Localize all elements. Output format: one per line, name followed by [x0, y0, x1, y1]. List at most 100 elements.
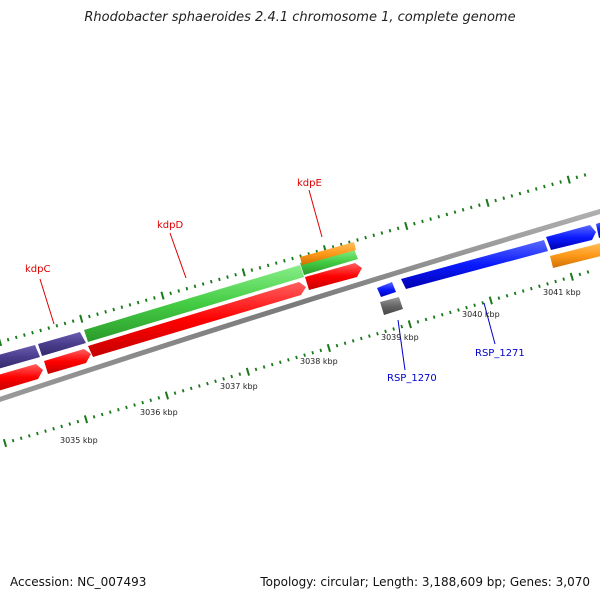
gene-purple-2[interactable] — [38, 332, 86, 356]
leader-kdpD — [169, 232, 187, 279]
label-RSP_1270: RSP_1270 — [387, 373, 437, 384]
gene-orange-2[interactable] — [550, 242, 600, 268]
gene-purple-1[interactable] — [0, 345, 40, 369]
gene-red-2[interactable] — [44, 349, 91, 374]
upper-row-minor-tick — [104, 310, 107, 314]
upper-row-minor-tick — [502, 196, 506, 200]
upper-row-major-tick — [566, 175, 571, 184]
lower-row-minor-tick — [133, 403, 136, 407]
gene-blue-4[interactable] — [596, 221, 600, 238]
lower-row-minor-tick — [359, 336, 363, 341]
upper-row-minor-tick — [201, 282, 205, 286]
upper-row-minor-tick — [494, 198, 497, 203]
lower-row-minor-tick — [513, 291, 517, 296]
upper-row-minor-tick — [226, 275, 229, 279]
upper-row-minor-tick — [445, 212, 449, 217]
lower-row-minor-tick — [416, 320, 420, 324]
lower-tick-row — [2, 270, 590, 448]
lower-row-major-tick — [326, 343, 331, 353]
upper-row-major-tick — [241, 268, 246, 277]
lower-row-minor-tick — [278, 360, 282, 365]
lower-row-major-tick — [83, 415, 89, 424]
lower-row-minor-tick — [27, 434, 31, 438]
lower-row-minor-tick — [392, 327, 395, 331]
upper-row-minor-tick — [551, 182, 554, 187]
gene-kdpE[interactable] — [300, 249, 358, 275]
lower-row-minor-tick — [60, 424, 63, 429]
upper-row-minor-tick — [510, 194, 514, 198]
upper-row-minor-tick — [218, 277, 221, 282]
lower-row-minor-tick — [319, 348, 323, 353]
lower-row-major-tick — [569, 272, 574, 281]
lower-row-major-tick — [2, 438, 8, 448]
upper-row-minor-tick — [364, 235, 367, 240]
lower-row-minor-tick — [376, 331, 379, 336]
tick-label-3035: 3035 kbp — [60, 436, 98, 445]
upper-row-major-tick — [485, 198, 490, 207]
upper-row-minor-tick — [6, 337, 10, 342]
upper-row-minor-tick — [63, 321, 67, 326]
lower-row-minor-tick — [505, 293, 509, 298]
map-title: Rhodobacter sphaeroides 2.4.1 chromosome… — [84, 10, 516, 25]
upper-row-minor-tick — [136, 300, 140, 305]
lower-row-minor-tick — [530, 286, 533, 291]
gene-orange-1[interactable] — [300, 242, 356, 265]
upper-row-minor-tick — [429, 217, 432, 221]
upper-row-minor-tick — [169, 291, 172, 296]
genome-backbone — [0, 208, 600, 402]
gene-red-3[interactable] — [88, 282, 306, 357]
upper-row-major-tick — [0, 338, 3, 347]
upper-row-minor-tick — [39, 328, 42, 333]
lower-row-minor-tick — [44, 429, 47, 433]
lower-row-minor-tick — [432, 315, 436, 319]
upper-row-minor-tick — [526, 189, 530, 194]
lower-row-minor-tick — [497, 296, 501, 300]
upper-row-minor-tick — [71, 319, 75, 323]
lower-row-minor-tick — [262, 365, 266, 369]
lower-row-minor-tick — [578, 272, 582, 277]
gene-RSP_1270[interactable] — [377, 282, 396, 297]
lower-row-major-tick — [164, 391, 170, 400]
upper-row-minor-tick — [185, 286, 189, 291]
lower-row-minor-tick — [198, 384, 201, 388]
gene-RSP_1271[interactable] — [401, 240, 548, 289]
genome-summary-text: Topology: circular; Length: 3,188,609 bp… — [260, 575, 590, 589]
lower-row-minor-tick — [384, 329, 387, 334]
upper-row-minor-tick — [55, 323, 59, 328]
lower-row-minor-tick — [19, 436, 23, 441]
lower-row-minor-tick — [287, 358, 290, 362]
upper-row-minor-tick — [274, 261, 278, 265]
lower-row-minor-tick — [11, 438, 15, 443]
upper-row-minor-tick — [258, 265, 262, 270]
lower-row-minor-tick — [173, 391, 177, 395]
upper-row-minor-tick — [47, 326, 51, 330]
lower-row-minor-tick — [222, 377, 225, 381]
gene-kdpD[interactable] — [84, 265, 304, 342]
upper-row-minor-tick — [177, 289, 181, 293]
upper-row-minor-tick — [14, 335, 18, 340]
upper-row-minor-tick — [153, 296, 156, 300]
lower-row-minor-tick — [157, 396, 161, 400]
upper-row-minor-tick — [250, 268, 254, 272]
lower-row-major-tick — [245, 367, 251, 376]
gene-gray[interactable] — [380, 297, 403, 315]
lower-row-minor-tick — [52, 426, 55, 431]
tick-label-3040: 3040 kbp — [462, 310, 500, 319]
upper-row-minor-tick — [144, 298, 148, 303]
lower-row-minor-tick — [295, 355, 298, 360]
lower-row-major-tick — [407, 320, 412, 329]
lower-row-minor-tick — [36, 431, 39, 436]
gene-blue-3[interactable] — [546, 225, 596, 250]
upper-row-minor-tick — [421, 219, 424, 224]
tick-label-3039: 3039 kbp — [381, 333, 419, 342]
lower-row-minor-tick — [76, 419, 80, 424]
gene-red-4[interactable] — [305, 263, 362, 290]
upper-row-minor-tick — [193, 284, 197, 289]
label-kdpC: kdpC — [25, 264, 50, 275]
lower-row-minor-tick — [230, 374, 234, 379]
gene-red-1[interactable] — [0, 364, 43, 391]
leader-kdpE — [308, 189, 323, 238]
upper-row-minor-tick — [388, 228, 392, 233]
